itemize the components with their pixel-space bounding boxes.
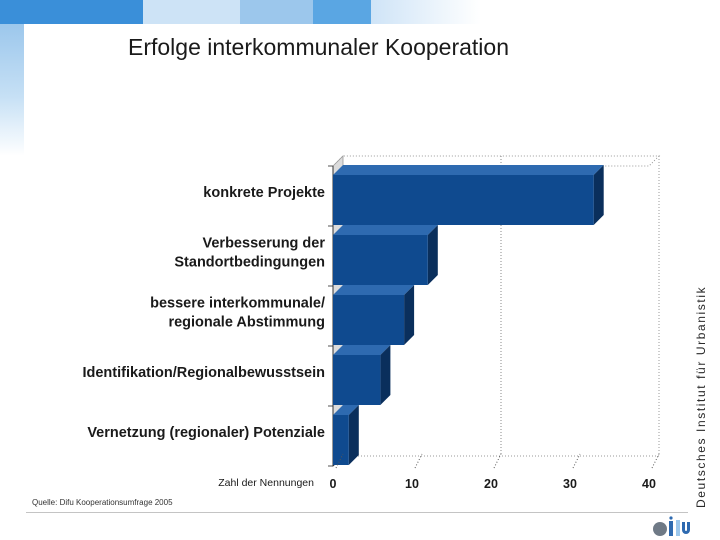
- x-tick-label: 30: [563, 477, 577, 491]
- bar: [333, 175, 594, 225]
- x-tick-label: 10: [405, 477, 419, 491]
- bar-top: [333, 285, 415, 295]
- footer-divider: [26, 512, 688, 513]
- bar-side: [404, 285, 415, 345]
- bar-side: [348, 405, 359, 465]
- institute-name: Deutsches Institut für Urbanistik: [694, 285, 708, 508]
- bar-side: [380, 345, 391, 405]
- x-tick-label: 40: [642, 477, 656, 491]
- bar: [333, 415, 349, 465]
- header-decoration: [0, 0, 720, 24]
- category-label: Vernetzung (regionaler) Potenziale: [87, 425, 325, 441]
- bar-top: [333, 225, 438, 235]
- difu-logo-icon: [653, 516, 690, 536]
- source-note: Quelle: Difu Kooperationsumfrage 2005: [32, 498, 173, 507]
- x-axis-label: Zahl der Nennungen: [218, 477, 314, 489]
- category-label: regionale Abstimmung: [168, 315, 325, 331]
- page-title: Erfolge interkommunaler Kooperation: [128, 34, 509, 60]
- bar-side: [427, 225, 438, 285]
- category-label: Verbesserung der: [203, 236, 326, 252]
- bar-top: [333, 165, 604, 175]
- x-tick-label: 20: [484, 477, 498, 491]
- side-decoration: [0, 24, 24, 156]
- bar: [333, 295, 405, 345]
- x-tick-label: 0: [330, 477, 337, 491]
- category-label: Identifikation/Regionalbewusstsein: [82, 365, 325, 381]
- plot-top-edge: [331, 155, 661, 167]
- bar-top: [333, 345, 391, 355]
- bar-side: [593, 165, 604, 225]
- bar-top: [333, 405, 359, 415]
- category-label: Standortbedingungen: [174, 255, 325, 271]
- bar: [333, 355, 381, 405]
- category-label: konkrete Projekte: [203, 185, 325, 201]
- bar: [333, 235, 428, 285]
- category-label: bessere interkommunale/: [150, 296, 325, 312]
